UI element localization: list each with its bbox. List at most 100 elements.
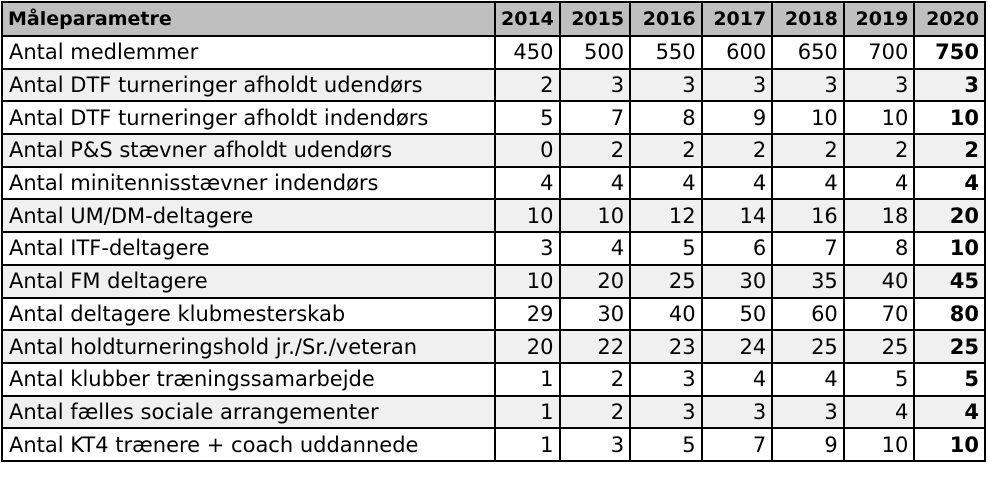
table-body: Antal medlemmer 450 500 550 600 650 700 750 Anta…: [1, 35, 986, 462]
cell-value: 3: [494, 231, 561, 266]
table-row: Antal UM/DM-deltagere 10 10 12 14 16 18 20: [1, 198, 986, 234]
cell-value: 4: [629, 165, 703, 201]
table-row: Antal deltagere klubmesterskab 29 30 40 50 60…: [1, 296, 986, 332]
row-label: Antal DTF turneringer afholdt indendørs: [1, 100, 496, 136]
cell-value: 8: [842, 231, 916, 266]
cell-value: 18: [842, 198, 916, 234]
table-row: Antal FM deltagere 10 20 25 30 35 40 45: [1, 263, 986, 299]
cell-value: 3: [629, 67, 703, 103]
cell-value: 2: [558, 361, 632, 397]
cell-value: 4: [494, 165, 561, 201]
row-label: Antal fælles sociale arrangementer: [1, 394, 496, 430]
cell-value: 3: [629, 394, 703, 430]
cell-value: 10: [913, 100, 986, 136]
cell-value: 3: [700, 67, 774, 103]
cell-value: 25: [842, 329, 916, 364]
table-header: Måleparametre 2014 2015 2016 2017 2018 2…: [1, 1, 986, 37]
cell-value: 12: [629, 198, 703, 234]
cell-value: 60: [771, 296, 845, 332]
table-row: Antal DTF turneringer afholdt indendørs 5…: [1, 100, 986, 136]
cell-value: 450: [494, 35, 561, 70]
cell-value: 20: [494, 329, 561, 364]
cell-value: 3: [842, 67, 916, 103]
table-row: Antal minitennisstævner indendørs 4 4 4 4 4 4 4: [1, 165, 986, 201]
cell-value: 4: [913, 165, 986, 201]
cell-value: 10: [494, 198, 561, 234]
row-label: Antal P&S stævner afholdt udendørs: [1, 133, 496, 168]
cell-value: 20: [913, 198, 986, 234]
cell-value: 2: [771, 133, 845, 168]
cell-value: 40: [842, 263, 916, 299]
table-row: Antal KT4 trænere + coach uddannede 1 3 5 7 9…: [1, 427, 986, 462]
measurement-table: Måleparametre 2014 2015 2016 2017 2018 2…: [1, 1, 986, 462]
header-year: 2018: [771, 1, 845, 37]
cell-value: 4: [558, 165, 632, 201]
cell-value: 14: [700, 198, 774, 234]
header-year: 2014: [494, 1, 561, 37]
cell-value: 2: [558, 133, 632, 168]
header-year: 2017: [700, 1, 774, 37]
cell-value: 5: [842, 361, 916, 397]
cell-value: 4: [700, 165, 774, 201]
cell-value: 10: [842, 100, 916, 136]
cell-value: 80: [913, 296, 986, 332]
cell-value: 3: [771, 67, 845, 103]
cell-value: 5: [913, 361, 986, 397]
cell-value: 3: [700, 394, 774, 430]
header-year: 2019: [842, 1, 916, 37]
cell-value: 4: [700, 361, 774, 397]
cell-value: 750: [913, 35, 986, 70]
header-year: 2015: [558, 1, 632, 37]
table-row: Antal klubber træningssamarbejde 1 2 3 4 4 5 5: [1, 361, 986, 397]
cell-value: 4: [842, 394, 916, 430]
row-label: Antal FM deltagere: [1, 263, 496, 299]
cell-value: 10: [913, 427, 986, 462]
cell-value: 5: [629, 231, 703, 266]
row-label: Antal ITF-deltagere: [1, 231, 496, 266]
cell-value: 9: [700, 100, 774, 136]
header-year: 2020: [913, 1, 986, 37]
cell-value: 4: [771, 361, 845, 397]
header-year: 2016: [629, 1, 703, 37]
cell-value: 50: [700, 296, 774, 332]
cell-value: 29: [494, 296, 561, 332]
table-row: Antal fælles sociale arrangementer 1 2 3 3 3 4…: [1, 394, 986, 430]
table-row: Antal DTF turneringer afholdt udendørs 2 3…: [1, 67, 986, 103]
cell-value: 35: [771, 263, 845, 299]
cell-value: 2: [700, 133, 774, 168]
cell-value: 3: [558, 427, 632, 462]
table-row: Antal ITF-deltagere 3 4 5 6 7 8 10: [1, 231, 986, 266]
cell-value: 7: [558, 100, 632, 136]
cell-value: 25: [771, 329, 845, 364]
cell-value: 4: [558, 231, 632, 266]
row-label: Antal holdturneringshold jr./Sr./veteran: [1, 329, 496, 364]
cell-value: 4: [842, 165, 916, 201]
cell-value: 650: [771, 35, 845, 70]
cell-value: 4: [913, 394, 986, 430]
cell-value: 9: [771, 427, 845, 462]
cell-value: 7: [771, 231, 845, 266]
cell-value: 30: [700, 263, 774, 299]
cell-value: 40: [629, 296, 703, 332]
cell-value: 550: [629, 35, 703, 70]
cell-value: 6: [700, 231, 774, 266]
cell-value: 5: [494, 100, 561, 136]
cell-value: 1: [494, 427, 561, 462]
cell-value: 2: [558, 394, 632, 430]
cell-value: 22: [558, 329, 632, 364]
cell-value: 25: [913, 329, 986, 364]
cell-value: 23: [629, 329, 703, 364]
cell-value: 70: [842, 296, 916, 332]
row-label: Antal DTF turneringer afholdt udendørs: [1, 67, 496, 103]
table-row: Antal holdturneringshold jr./Sr./veteran…: [1, 329, 986, 364]
cell-value: 8: [629, 100, 703, 136]
cell-value: 2: [494, 67, 561, 103]
row-label: Antal minitennisstævner indendørs: [1, 165, 496, 201]
cell-value: 2: [913, 133, 986, 168]
cell-value: 10: [558, 198, 632, 234]
cell-value: 10: [913, 231, 986, 266]
cell-value: 700: [842, 35, 916, 70]
cell-value: 500: [558, 35, 632, 70]
cell-value: 3: [913, 67, 986, 103]
row-label: Antal UM/DM-deltagere: [1, 198, 496, 234]
